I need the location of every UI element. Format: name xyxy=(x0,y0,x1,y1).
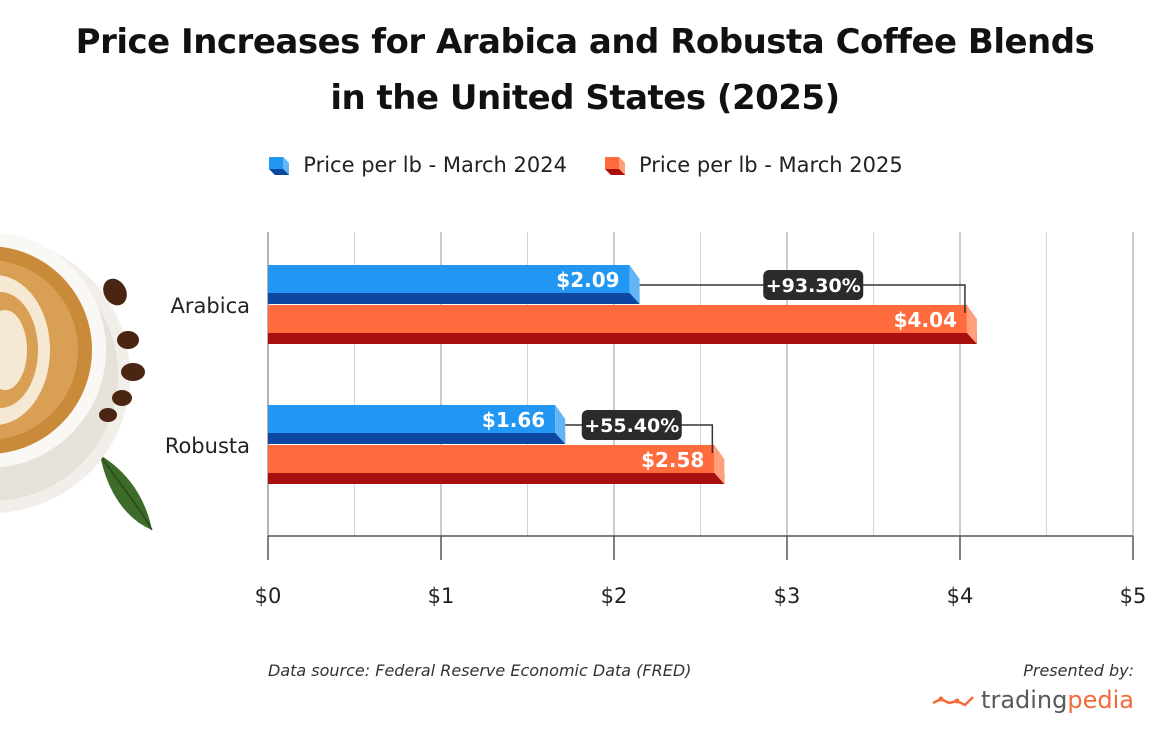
x-tick-label: $4 xyxy=(947,584,974,608)
brand-logo[interactable]: tradingpedia xyxy=(931,686,1134,714)
bars: $2.09 $4.04 $1.66 $2.58 xyxy=(268,265,977,484)
x-tick-label: $2 xyxy=(601,584,628,608)
bar-base xyxy=(268,333,977,344)
coffee-cup-illustration xyxy=(0,232,153,531)
trend-line-icon xyxy=(932,696,974,707)
chart-title-line-2: in the United States (2025) xyxy=(330,78,840,118)
coffee-beans-icon xyxy=(99,278,145,422)
legend-label-2025: Price per lb - March 2025 xyxy=(639,153,903,177)
bar-face xyxy=(268,405,556,433)
change-label: +93.30% xyxy=(766,275,861,297)
bar-base xyxy=(268,433,566,444)
bar-face xyxy=(268,265,630,293)
callouts: +93.30% +55.40% xyxy=(565,270,966,453)
x-tick-label: $1 xyxy=(428,584,455,608)
legend-item-2025: Price per lb - March 2025 xyxy=(603,153,903,177)
bar-face xyxy=(268,305,967,333)
data-source: Data source: Federal Reserve Economic Da… xyxy=(268,661,692,680)
category-label-robusta: Robusta xyxy=(165,434,250,458)
bar-face xyxy=(268,445,715,473)
legend-swatch-2025 xyxy=(605,157,625,175)
bar-arabica-2025: $4.04 xyxy=(268,305,977,344)
data-label: $2.58 xyxy=(641,448,704,472)
bar-base xyxy=(268,473,725,484)
chart-title-line-1: Price Increases for Arabica and Robusta … xyxy=(75,22,1095,62)
bar-robusta-2025: $2.58 xyxy=(268,445,725,484)
x-tick-label: $5 xyxy=(1120,584,1147,608)
chart-title: Price Increases for Arabica and Robusta … xyxy=(0,14,1170,126)
x-axis: $0 $1 $2 $3 $4 $5 xyxy=(255,535,1147,608)
bar-side xyxy=(966,305,977,344)
legend-label-2024: Price per lb - March 2024 xyxy=(303,153,567,177)
x-tick-label: $3 xyxy=(774,584,801,608)
change-connector xyxy=(639,284,966,313)
category-label-arabica: Arabica xyxy=(171,294,250,318)
change-badge xyxy=(763,270,864,300)
change-badge xyxy=(581,410,682,440)
x-tick-label: $0 xyxy=(255,584,282,608)
brand-name-part1: trading xyxy=(981,686,1068,714)
category-labels: Arabica Robusta xyxy=(165,294,250,458)
bar-side xyxy=(714,445,725,484)
bar-base xyxy=(268,293,640,304)
bar-arabica-2024: $2.09 xyxy=(268,265,640,304)
presented-by: Presented by: xyxy=(1023,661,1134,680)
legend: Price per lb - March 2024 Price per lb -… xyxy=(0,153,1170,177)
legend-item-2024: Price per lb - March 2024 xyxy=(267,153,567,177)
change-label: +55.40% xyxy=(584,415,679,437)
brand-name-part2: pedia xyxy=(1067,686,1134,714)
data-label: $4.04 xyxy=(894,308,957,332)
bar-robusta-2024: $1.66 xyxy=(268,405,566,444)
bar-side xyxy=(629,265,640,304)
legend-swatch-2024 xyxy=(269,157,290,175)
data-label: $1.66 xyxy=(482,408,545,432)
data-label: $2.09 xyxy=(556,268,619,292)
bar-side xyxy=(555,405,566,444)
